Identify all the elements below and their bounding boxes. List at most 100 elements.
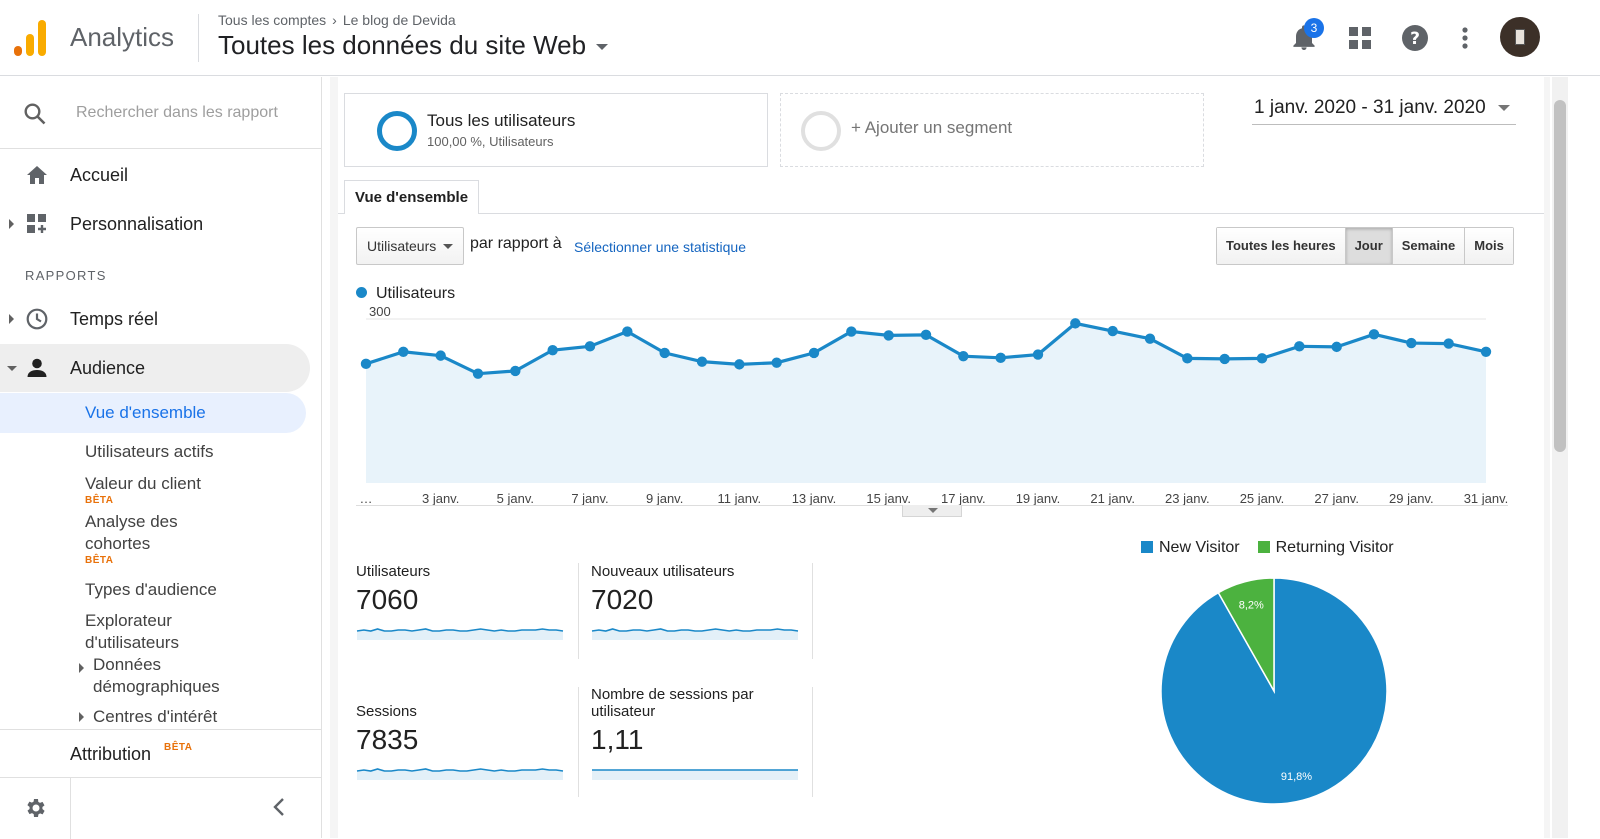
help-button[interactable]: ? [1395, 18, 1435, 58]
report-search[interactable]: Rechercher dans les rapport [0, 77, 322, 149]
reports-section-header: RAPPORTS [25, 268, 107, 283]
period-button-1[interactable]: Jour [1345, 228, 1393, 264]
pie-legend-new[interactable]: New Visitor [1141, 539, 1240, 557]
data-point[interactable] [734, 359, 745, 370]
pie-legend-returning[interactable]: Returning Visitor [1257, 539, 1394, 557]
x-tick-label: 11 janv. [718, 491, 762, 505]
segment-subtitle: 100,00 %, Utilisateurs [427, 134, 554, 149]
metric-dropdown[interactable]: Utilisateurs [356, 227, 464, 265]
date-range-picker[interactable]: 1 janv. 2020 - 31 janv. 2020 [1252, 97, 1516, 125]
kpi-divider [812, 687, 813, 797]
sidebar-item-label: Temps réel [70, 308, 159, 329]
data-point[interactable] [1368, 329, 1380, 340]
expand-arrow-icon [79, 663, 84, 673]
sidebar-item-label: Accueil [70, 164, 129, 185]
data-point[interactable] [883, 330, 894, 341]
notifications-button[interactable]: 3 [1284, 18, 1324, 58]
data-point[interactable] [1443, 338, 1454, 349]
sidebar-subitem-audiences[interactable]: Types d'audience [85, 580, 217, 599]
data-point[interactable] [584, 341, 596, 352]
breadcrumb-property[interactable]: Le blog de Devida [342, 12, 456, 28]
collapse-arrow-icon [7, 365, 17, 371]
collapse-sidebar-icon[interactable] [272, 796, 286, 818]
visitor-type-pie-chart: 91,8% 8,2% [1160, 577, 1388, 805]
data-point[interactable] [1107, 325, 1118, 337]
gear-icon[interactable] [24, 796, 48, 820]
top-bar: Analytics Tous les comptes › Le blog de De… [0, 0, 1600, 76]
data-point[interactable] [1331, 341, 1342, 353]
sidebar-subitem-demographics[interactable]: Données démographiques [79, 654, 220, 698]
users-line-chart: 100200300…3 janv.5 janv.7 janv.9 janv.11… [360, 305, 1509, 505]
data-point[interactable] [1182, 353, 1193, 364]
data-point[interactable] [659, 347, 670, 359]
sidebar-subitem-interests[interactable]: Centres d'intérêt [79, 706, 218, 728]
sidebar-subitem-user-explorer[interactable]: Explorateur d'utilisateurs [85, 610, 179, 654]
kpi-users[interactable]: Utilisateurs 7060 [356, 563, 576, 640]
data-point[interactable] [958, 350, 969, 362]
select-statistic-link[interactable]: Sélectionner une statistique [574, 239, 746, 255]
sparkline-line [356, 628, 564, 632]
tab-overview[interactable]: Vue d'ensemble [344, 180, 480, 214]
sidebar-item-attribution[interactable]: Attribution BÊTA [0, 730, 310, 778]
avatar[interactable] [1500, 17, 1540, 57]
sidebar-subitem-active-users[interactable]: Utilisateurs actifs [85, 442, 214, 461]
chart-collapse-toggle[interactable] [902, 505, 962, 517]
data-point[interactable] [808, 347, 820, 359]
breadcrumb-account[interactable]: Tous les comptes [218, 12, 327, 28]
segment-ring-icon [377, 111, 417, 151]
kpi-new-users[interactable]: Nouveaux utilisateurs 7020 [591, 563, 811, 640]
sidebar-item-realtime[interactable]: Temps réel [0, 295, 310, 343]
data-point[interactable] [622, 326, 633, 337]
data-point[interactable] [1294, 341, 1305, 352]
view-title[interactable]: Toutes les données du site Web [218, 30, 587, 60]
kpi-sparkline [356, 628, 564, 640]
data-point[interactable] [1256, 353, 1268, 364]
data-point[interactable] [771, 357, 782, 368]
sidebar-item-home[interactable]: Accueil [0, 151, 310, 199]
help-icon: ? [1402, 25, 1428, 51]
add-segment-button[interactable]: + Ajouter un segment [780, 93, 1204, 167]
search-placeholder[interactable]: Rechercher dans les rapport [76, 104, 278, 121]
data-point[interactable] [995, 352, 1006, 364]
period-button-3[interactable]: Mois [1465, 228, 1513, 264]
data-point[interactable] [472, 368, 484, 379]
sidebar-subitem-lifetime-value[interactable]: Valeur du client BÊTA [85, 473, 201, 507]
data-point[interactable] [1406, 337, 1417, 349]
pie-slice-label: 91,8% [1281, 771, 1312, 783]
segment-all-users[interactable]: Tous les utilisateurs 100,00 %, Utilisat… [344, 93, 768, 167]
data-point[interactable] [846, 326, 857, 337]
sidebar-item-audience[interactable]: Audience [0, 344, 310, 392]
x-tick-label: 3 janv. [422, 491, 459, 505]
sidebar-subitem-label: Données [93, 655, 162, 674]
more-button[interactable] [1445, 18, 1485, 58]
data-point[interactable] [1219, 353, 1230, 365]
scrollbar-thumb[interactable] [1554, 100, 1566, 452]
period-button-2[interactable]: Semaine [1392, 228, 1466, 264]
view-selector[interactable]: Toutes les données du site Web [218, 30, 609, 61]
data-point[interactable] [398, 346, 409, 357]
data-point[interactable] [1144, 333, 1156, 344]
data-point[interactable] [435, 350, 446, 361]
sidebar-subitem-label: Centres d'intérêt [93, 707, 218, 726]
period-button-0[interactable]: Toutes les heures [1217, 228, 1346, 264]
apps-button[interactable] [1340, 18, 1380, 58]
kpi-sessions[interactable]: Sessions 7835 [356, 703, 576, 780]
avatar-image-icon [1515, 29, 1525, 45]
data-point[interactable] [920, 329, 932, 341]
sidebar-item-customization[interactable]: Personnalisation [0, 200, 310, 248]
data-point[interactable] [360, 358, 372, 370]
breadcrumb[interactable]: Tous les comptes › Le blog de Devida [218, 12, 456, 28]
kpi-sessions-per-user[interactable]: Nombre de sessions par utilisateur 1,11 [591, 686, 811, 780]
data-point[interactable] [696, 356, 708, 367]
data-point[interactable] [1032, 349, 1044, 360]
data-point[interactable] [547, 344, 558, 356]
analytics-logo-icon[interactable] [14, 18, 48, 56]
data-point[interactable] [1070, 318, 1081, 329]
sidebar-subitem-cohort-analysis[interactable]: Analyse des cohortes BÊTA [85, 511, 178, 567]
data-point[interactable] [1480, 346, 1492, 357]
sidebar-subitem-overview[interactable]: Vue d'ensemble [0, 393, 306, 433]
x-tick-label: 19 janv. [1016, 491, 1061, 505]
pie-slice-1[interactable] [1217, 577, 1275, 694]
kpi-value: 1,11 [591, 724, 644, 755]
data-point[interactable] [510, 365, 521, 377]
